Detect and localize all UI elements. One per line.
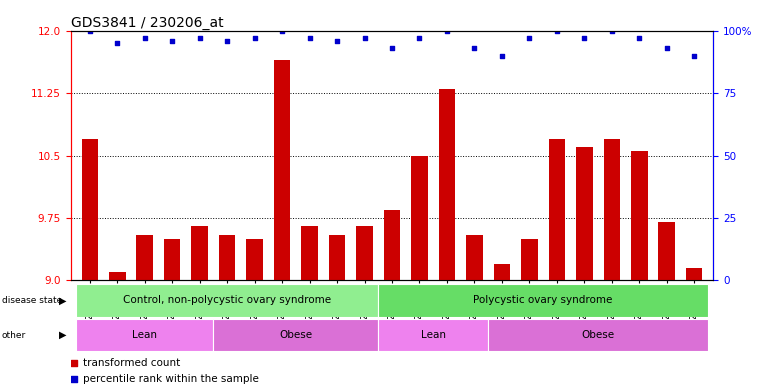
Point (111, 40, 124, 46)
Bar (109, 272, 125, 280)
Point (688, 53, 700, 59)
Bar (246, 239, 263, 280)
Point (605, 28, 618, 34)
Point (495, 53, 508, 59)
Bar (488, 319, 708, 351)
Text: ▶: ▶ (59, 330, 67, 340)
Text: GDS3841 / 230206_at: GDS3841 / 230206_at (71, 16, 223, 30)
Point (660, 45, 673, 51)
Text: Obese: Obese (582, 330, 615, 340)
Point (303, 35, 316, 41)
Bar (301, 226, 318, 280)
Point (166, 38, 179, 44)
Bar (191, 226, 208, 280)
Point (415, 319, 427, 326)
Bar (631, 151, 648, 280)
Bar (76, 284, 378, 317)
Bar (378, 319, 488, 351)
Bar (219, 235, 235, 280)
Bar (659, 222, 675, 280)
Text: Control, non-polycystic ovary syndrome: Control, non-polycystic ovary syndrome (123, 295, 331, 306)
Bar (549, 139, 565, 280)
Point (358, 35, 371, 41)
Text: ▶: ▶ (59, 295, 67, 306)
Point (249, 35, 261, 41)
Bar (466, 235, 483, 280)
Point (468, 45, 481, 51)
Bar (686, 268, 702, 280)
Bar (76, 319, 213, 351)
Point (84, 28, 96, 34)
Point (139, 35, 151, 41)
Bar (213, 319, 378, 351)
Bar (356, 226, 372, 280)
Text: other: other (2, 331, 26, 339)
Text: disease state: disease state (2, 296, 62, 305)
Bar (82, 139, 98, 280)
Point (221, 38, 234, 44)
Point (413, 35, 426, 41)
Bar (604, 139, 620, 280)
Point (523, 35, 535, 41)
Point (415, 178, 427, 184)
Bar (136, 235, 153, 280)
Point (578, 35, 590, 41)
Point (386, 45, 398, 51)
Text: Obese: Obese (279, 330, 312, 340)
Bar (164, 239, 180, 280)
Bar (383, 210, 401, 280)
Bar (439, 89, 456, 280)
Text: transformed count: transformed count (83, 358, 180, 368)
Bar (328, 235, 345, 280)
Bar (521, 239, 538, 280)
Point (331, 38, 343, 44)
Point (441, 28, 453, 34)
Bar (576, 147, 593, 280)
Text: Lean: Lean (421, 330, 446, 340)
Bar (274, 60, 290, 280)
Point (194, 35, 206, 41)
Bar (378, 284, 708, 317)
Text: Polycystic ovary syndrome: Polycystic ovary syndrome (474, 295, 613, 306)
Point (276, 28, 289, 34)
Point (550, 28, 563, 34)
Text: Lean: Lean (132, 330, 158, 340)
Bar (494, 264, 510, 280)
Bar (412, 156, 428, 280)
Text: percentile rank within the sample: percentile rank within the sample (83, 374, 260, 384)
Point (633, 35, 645, 41)
